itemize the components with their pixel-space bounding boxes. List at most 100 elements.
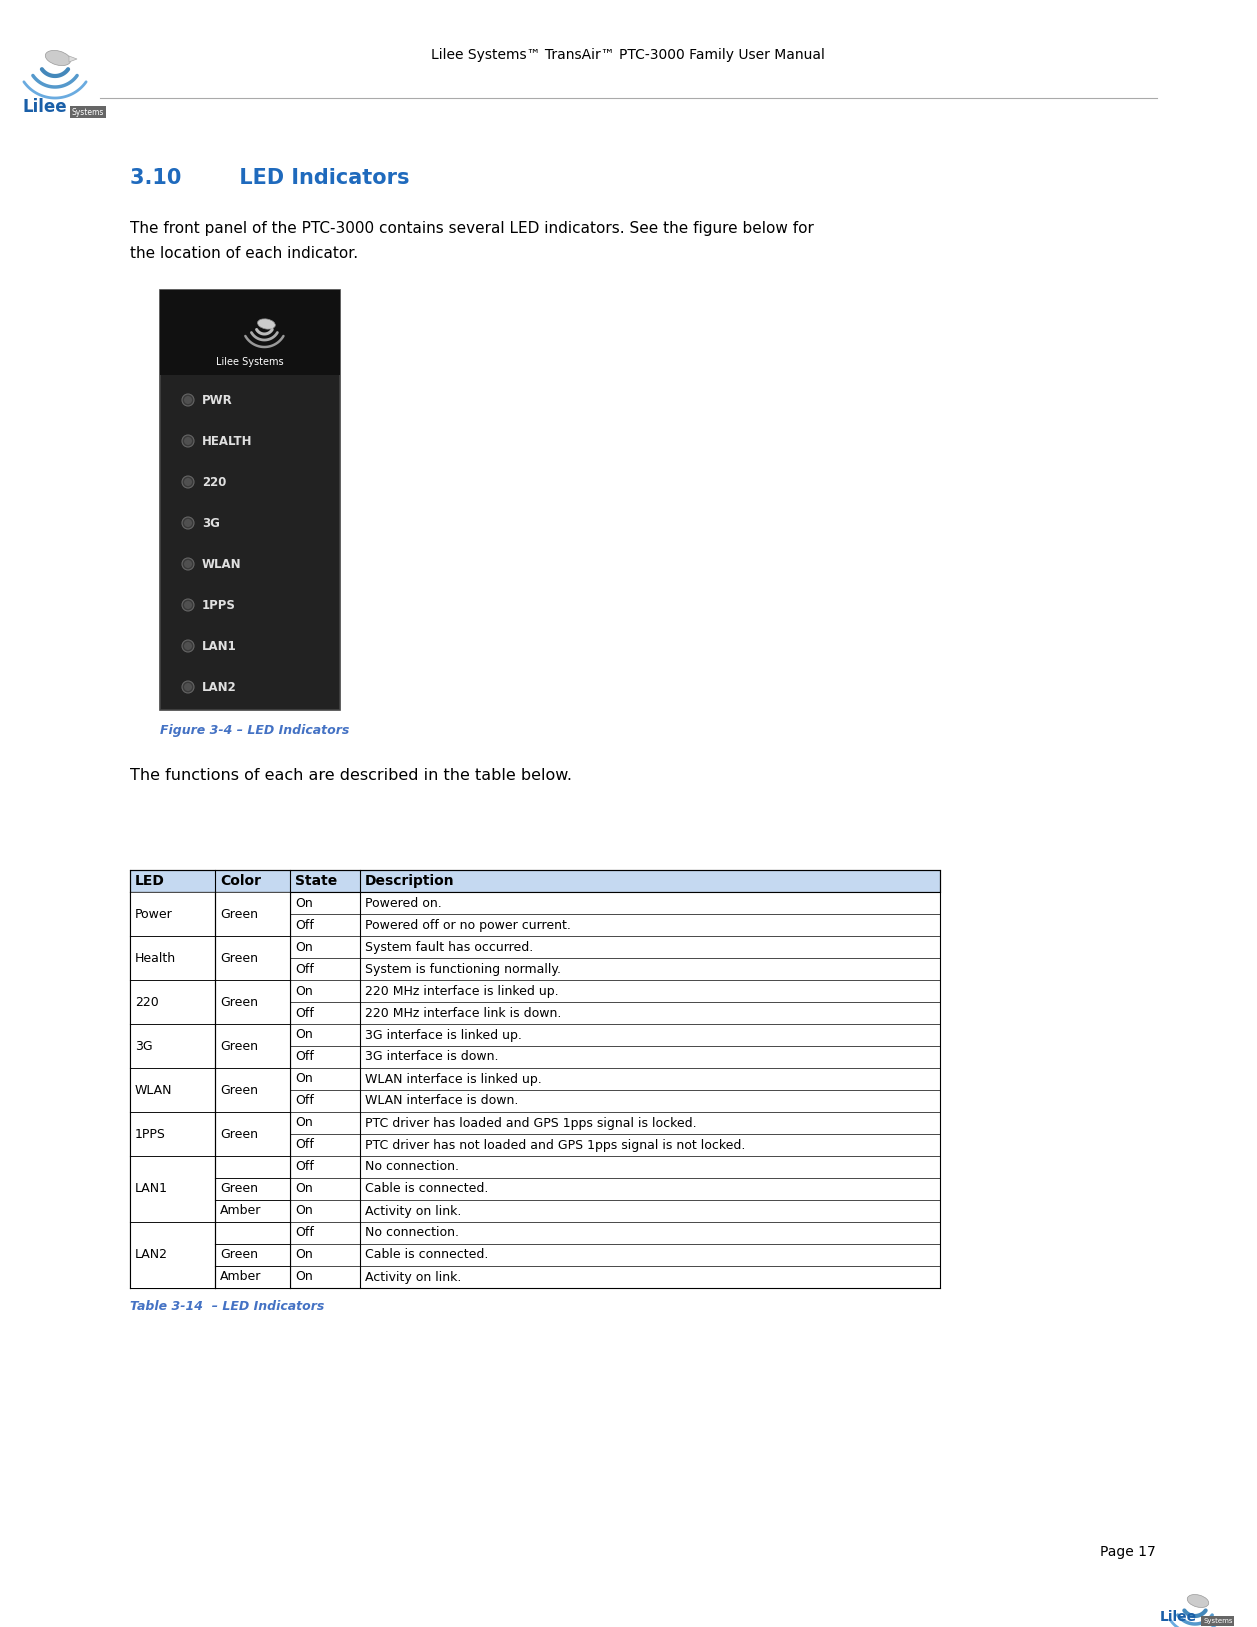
Text: PTC driver has not loaded and GPS 1pps signal is not locked.: PTC driver has not loaded and GPS 1pps s… [365,1139,745,1152]
Text: 220: 220 [202,475,226,488]
Polygon shape [69,55,77,62]
Text: Green: Green [220,996,258,1009]
Bar [215,1222,290,1245]
Bar [129,1222,940,1245]
Text: the location of each indicator.: the location of each indicator. [129,246,358,260]
Text: Off: Off [295,1227,314,1240]
Bar [129,1002,940,1023]
Text: Off: Off [295,963,314,976]
Text: On: On [295,1271,313,1284]
Bar [129,892,940,914]
Text: Lilee: Lilee [1160,1611,1197,1624]
Text: 3.10        LED Indicators: 3.10 LED Indicators [129,168,410,189]
Text: HEALTH: HEALTH [202,434,253,447]
Circle shape [182,682,194,693]
Text: Amber: Amber [220,1271,261,1284]
Text: 3G: 3G [134,1040,152,1053]
Text: LED: LED [134,874,165,888]
Bar [129,1245,940,1266]
Bar [215,936,290,979]
Circle shape [184,600,192,608]
Bar [129,936,940,958]
Text: 220: 220 [134,996,158,1009]
Text: LAN1: LAN1 [202,639,236,652]
Circle shape [184,560,192,568]
Bar [129,979,940,1002]
Text: On: On [295,1183,313,1196]
Text: 3G interface is down.: 3G interface is down. [365,1051,499,1064]
Bar [129,1157,940,1178]
Text: Amber: Amber [220,1204,261,1217]
Text: Health: Health [134,952,176,965]
Text: LAN2: LAN2 [202,680,236,693]
Circle shape [184,643,192,651]
Bar [129,1023,215,1067]
Bar [129,1178,940,1201]
Text: On: On [295,940,313,953]
Text: Systems: Systems [1203,1617,1233,1624]
Bar [129,892,215,936]
Text: PTC driver has loaded and GPS 1pps signal is locked.: PTC driver has loaded and GPS 1pps signa… [365,1116,696,1129]
Ellipse shape [1188,1594,1209,1607]
Text: Activity on link.: Activity on link. [365,1271,461,1284]
Text: On: On [295,1028,313,1041]
Text: Green: Green [220,1040,258,1053]
Text: Off: Off [295,919,314,932]
Bar [215,1111,290,1157]
Text: System fault has occurred.: System fault has occurred. [365,940,533,953]
Bar [215,979,290,1023]
Bar [129,914,940,936]
Circle shape [182,517,194,529]
Ellipse shape [45,50,70,65]
Text: On: On [295,1248,313,1261]
Text: Off: Off [295,1160,314,1173]
Bar [215,1201,290,1222]
Text: Cable is connected.: Cable is connected. [365,1248,489,1261]
Bar [129,1111,215,1157]
Bar [129,936,215,979]
Bar [129,1157,215,1222]
Text: Description: Description [365,874,455,888]
Text: Activity on link.: Activity on link. [365,1204,461,1217]
Bar [129,870,940,892]
Circle shape [182,434,194,447]
Text: Green: Green [220,1248,258,1261]
Text: State: State [295,874,337,888]
Bar [215,892,290,936]
Text: On: On [295,984,313,997]
Text: Green: Green [220,1084,258,1097]
Circle shape [182,477,194,488]
Bar [215,1178,290,1201]
Text: Off: Off [295,1095,314,1108]
Text: LAN2: LAN2 [134,1248,168,1261]
Text: Green: Green [220,1128,258,1141]
Text: Lilee Systems: Lilee Systems [216,356,284,368]
Bar [129,1023,940,1046]
Text: Powered off or no power current.: Powered off or no power current. [365,919,571,932]
Bar [215,1157,290,1178]
Text: On: On [295,1116,313,1129]
Bar [129,1067,215,1111]
Text: No connection.: No connection. [365,1160,459,1173]
Text: 220 MHz interface is linked up.: 220 MHz interface is linked up. [365,984,558,997]
Text: 3G interface is linked up.: 3G interface is linked up. [365,1028,522,1041]
Text: The front panel of the PTC-3000 contains several LED indicators. See the figure : The front panel of the PTC-3000 contains… [129,221,813,236]
Bar [129,1266,940,1289]
Text: The functions of each are described in the table below.: The functions of each are described in t… [129,768,572,783]
Text: Off: Off [295,1139,314,1152]
Text: Lilee: Lilee [23,98,67,116]
Text: Powered on.: Powered on. [365,896,441,909]
Circle shape [182,394,194,407]
Bar [129,1201,940,1222]
Text: LAN1: LAN1 [134,1183,168,1196]
Text: WLAN: WLAN [202,558,241,571]
Bar [129,1046,940,1067]
Bar [215,1023,290,1067]
Text: Systems: Systems [72,107,104,117]
Text: Page 17: Page 17 [1100,1546,1155,1559]
Text: On: On [295,1072,313,1085]
Text: 1PPS: 1PPS [134,1128,166,1141]
Ellipse shape [258,319,275,329]
Bar [160,290,339,709]
Text: Table 3-14  – LED Indicators: Table 3-14 – LED Indicators [129,1300,324,1313]
